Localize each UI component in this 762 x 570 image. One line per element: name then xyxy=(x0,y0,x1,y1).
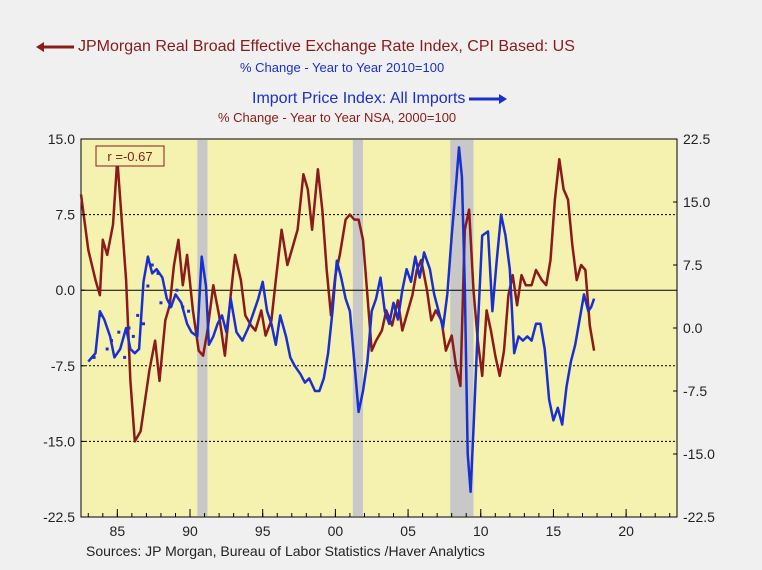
import-dot-6 xyxy=(127,326,131,330)
recession-band-1 xyxy=(352,140,364,516)
import-dot-9 xyxy=(142,322,146,326)
series-lines xyxy=(79,146,596,494)
plot-area xyxy=(80,138,678,518)
right-tick-label: 0.0 xyxy=(683,320,703,336)
x-tick-label: 20 xyxy=(618,523,634,539)
right-axis: 22.5 15.0 7.5 0.0 -7.5 -15.0 -22.5 xyxy=(673,131,715,525)
correlation-box xyxy=(95,145,165,167)
import-dot-12 xyxy=(156,271,160,275)
import-dot-5 xyxy=(123,355,127,359)
import-dot-7 xyxy=(131,334,135,338)
left-series-subtitle: % Change - Year to Year 2010=100 xyxy=(240,60,445,75)
right-tick-label: -22.5 xyxy=(683,509,715,525)
right-series-subtitle: % Change - Year to Year NSA, 2000=100 xyxy=(218,110,457,125)
right-tick-label: -7.5 xyxy=(683,383,707,399)
import-dot-2 xyxy=(105,347,109,351)
import-price-line xyxy=(87,146,596,494)
x-tick-label: 95 xyxy=(255,523,271,539)
left-tick-label: -7.5 xyxy=(51,358,75,374)
import-dot-3 xyxy=(110,339,114,343)
x-tick-label: 05 xyxy=(400,523,416,539)
left-axis: 15.0 7.5 0.0 -7.5 -15.0 -22.5 xyxy=(43,131,85,525)
right-tick-label: -15.0 xyxy=(683,446,715,462)
right-tick-label: 7.5 xyxy=(683,257,703,273)
left-arrow-icon xyxy=(36,41,74,52)
x-axis: 85 90 95 00 05 10 15 20 xyxy=(87,509,671,539)
import-dot-17 xyxy=(187,309,191,313)
import-dot-10 xyxy=(146,284,150,288)
import-dot-0 xyxy=(92,355,96,359)
import-dot-8 xyxy=(136,313,140,317)
left-tick-label: 0.0 xyxy=(56,282,76,298)
import-dot-4 xyxy=(117,330,121,334)
import-dot-15 xyxy=(175,288,179,292)
right-tick-label: 22.5 xyxy=(683,131,710,147)
correlation-label: r =-0.67 xyxy=(107,149,152,164)
x-tick-label: 85 xyxy=(110,523,126,539)
sources-note: Sources: JP Morgan, Bureau of Labor Stat… xyxy=(86,543,485,559)
left-title-text: JPMorgan Real Broad Effective Exchange R… xyxy=(78,38,575,55)
import-dot-16 xyxy=(181,305,185,309)
left-tick-label: -22.5 xyxy=(43,509,75,525)
x-tick-label: 00 xyxy=(328,523,344,539)
right-tick-label: 15.0 xyxy=(683,194,710,210)
left-tick-label: -15.0 xyxy=(43,433,75,449)
left-series-title: JPMorgan Real Broad Effective Exchange R… xyxy=(36,38,575,56)
x-tick-label: 15 xyxy=(546,523,562,539)
right-series-title: Import Price Index: All Imports xyxy=(252,90,508,108)
x-tick-label: 10 xyxy=(473,523,489,539)
recession-band-0 xyxy=(197,140,208,516)
import-dot-13 xyxy=(159,301,163,305)
import-dot-11 xyxy=(150,263,154,267)
import-dot-1 xyxy=(98,313,102,317)
left-tick-label: 7.5 xyxy=(56,207,76,223)
right-arrow-icon xyxy=(469,93,508,104)
import-dot-14 xyxy=(168,305,172,309)
x-tick-label: 90 xyxy=(182,523,198,539)
right-title-text: Import Price Index: All Imports xyxy=(252,90,466,107)
left-tick-label: 15.0 xyxy=(48,131,75,147)
